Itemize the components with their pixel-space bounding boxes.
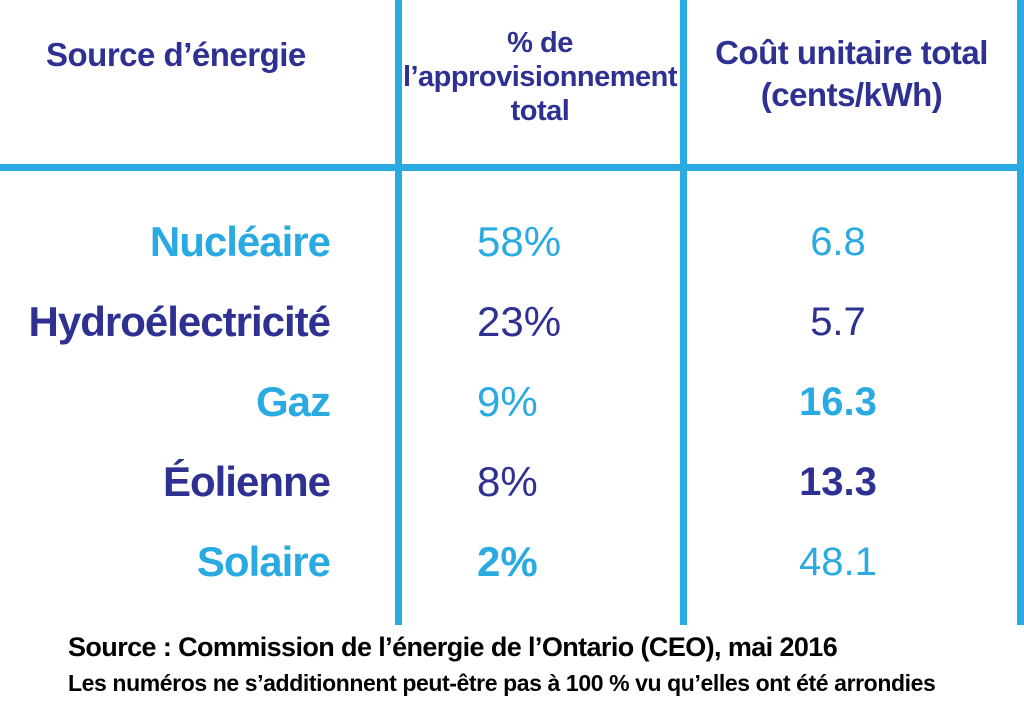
header-row-divider xyxy=(0,164,1024,171)
header-share-line-2: l’approvisionnement xyxy=(402,61,678,93)
table-row-nucleaire: Nucléaire 58% 6.8 xyxy=(0,202,1024,282)
row-share-value: 23% xyxy=(477,298,562,345)
header-cost-line-2: (cents/kWh) xyxy=(760,76,943,113)
table-row-hydroelectricite: Hydroélectricité 23% 5.7 xyxy=(0,282,1024,362)
header-cost-line-1: Coût unitaire total xyxy=(715,34,988,71)
rounding-note: Les numéros ne s’additionnent peut-être … xyxy=(68,670,936,696)
header-share-line-3: total xyxy=(510,95,570,127)
table-row-eolienne: Éolienne 8% 13.3 xyxy=(0,442,1024,522)
column-divider-2 xyxy=(680,0,687,625)
row-source-label: Solaire xyxy=(196,538,331,585)
row-share-value: 58% xyxy=(477,218,562,265)
row-cost-value: 16.3 xyxy=(799,380,877,424)
row-cost-value: 13.3 xyxy=(799,460,877,504)
header-share-line-1: % de xyxy=(507,27,573,59)
row-source-label: Hydroélectricité xyxy=(28,298,331,345)
table-row-gaz: Gaz 9% 16.3 xyxy=(0,362,1024,442)
row-cost-value: 6.8 xyxy=(810,220,866,264)
footer: Source : Commission de l’énergie de l’On… xyxy=(68,632,936,697)
row-cost-value: 5.7 xyxy=(810,300,866,344)
header-cost-column: Coût unitaire total (cents/kWh) xyxy=(686,32,1017,116)
row-source-label: Éolienne xyxy=(162,458,331,505)
row-share-value: 8% xyxy=(477,458,538,505)
source-citation: Source : Commission de l’énergie de l’On… xyxy=(68,632,838,662)
row-cost-value: 48.1 xyxy=(799,540,877,584)
column-divider-1 xyxy=(395,0,402,625)
row-share-value: 9% xyxy=(477,378,538,425)
table-row-solaire: Solaire 2% 48.1 xyxy=(0,522,1024,602)
row-source-label: Gaz xyxy=(255,378,331,425)
row-share-value: 2% xyxy=(477,538,538,585)
header-share-column: % de l’approvisionnement total xyxy=(399,26,681,128)
header-source-column: Source d’énergie xyxy=(46,36,306,73)
table-right-border xyxy=(1017,0,1024,625)
row-source-label: Nucléaire xyxy=(149,218,331,265)
